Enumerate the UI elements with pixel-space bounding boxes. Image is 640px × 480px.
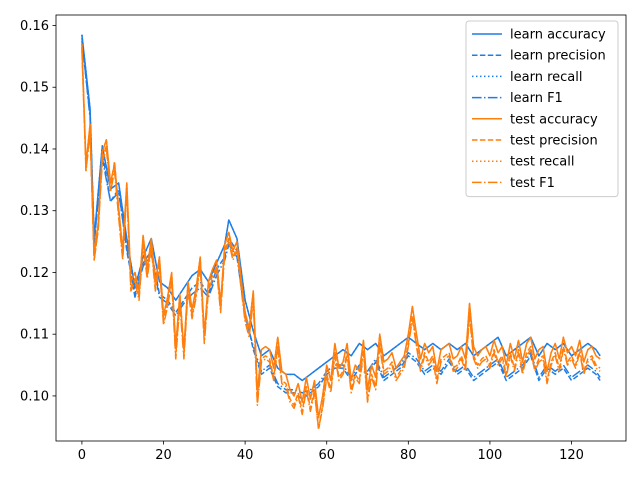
series-line-learn-recall	[81, 34, 601, 382]
x-tick-label: 80	[400, 448, 417, 463]
series-group	[81, 34, 601, 431]
y-tick-label: 0.15	[20, 81, 49, 96]
legend-label: test F1	[510, 176, 555, 191]
x-tick-label: 120	[559, 448, 584, 463]
y-tick-label: 0.13	[20, 204, 49, 219]
legend-label: learn F1	[510, 91, 563, 106]
y-tick-label: 0.11	[20, 328, 49, 343]
legend-label: learn accuracy	[510, 28, 606, 43]
x-tick-label: 0	[78, 448, 86, 463]
legend-label: learn precision	[510, 49, 606, 64]
x-tick-label: 20	[155, 448, 172, 463]
legend-label: test recall	[510, 155, 575, 170]
x-tick-label: 40	[237, 448, 254, 463]
legend-label: test accuracy	[510, 112, 598, 127]
y-tick-label: 0.16	[20, 19, 49, 34]
legend-label: test precision	[510, 134, 598, 149]
series-line-test-recall	[81, 43, 601, 419]
x-tick-label: 100	[478, 448, 503, 463]
y-tick-label: 0.14	[20, 142, 49, 157]
legend-label: learn recall	[510, 70, 582, 85]
axes-frame	[55, 14, 627, 442]
series-line-test-F1	[81, 50, 601, 429]
x-tick-label: 60	[318, 448, 335, 463]
legend-box	[465, 20, 619, 198]
y-tick-label: 0.12	[20, 266, 49, 281]
plot-area: 0 20 40 60 80 100 120 0.10 0.11 0.12 0.13 0.14 0.15 0…	[20, 14, 627, 463]
y-tick-label: 0.10	[20, 389, 49, 404]
